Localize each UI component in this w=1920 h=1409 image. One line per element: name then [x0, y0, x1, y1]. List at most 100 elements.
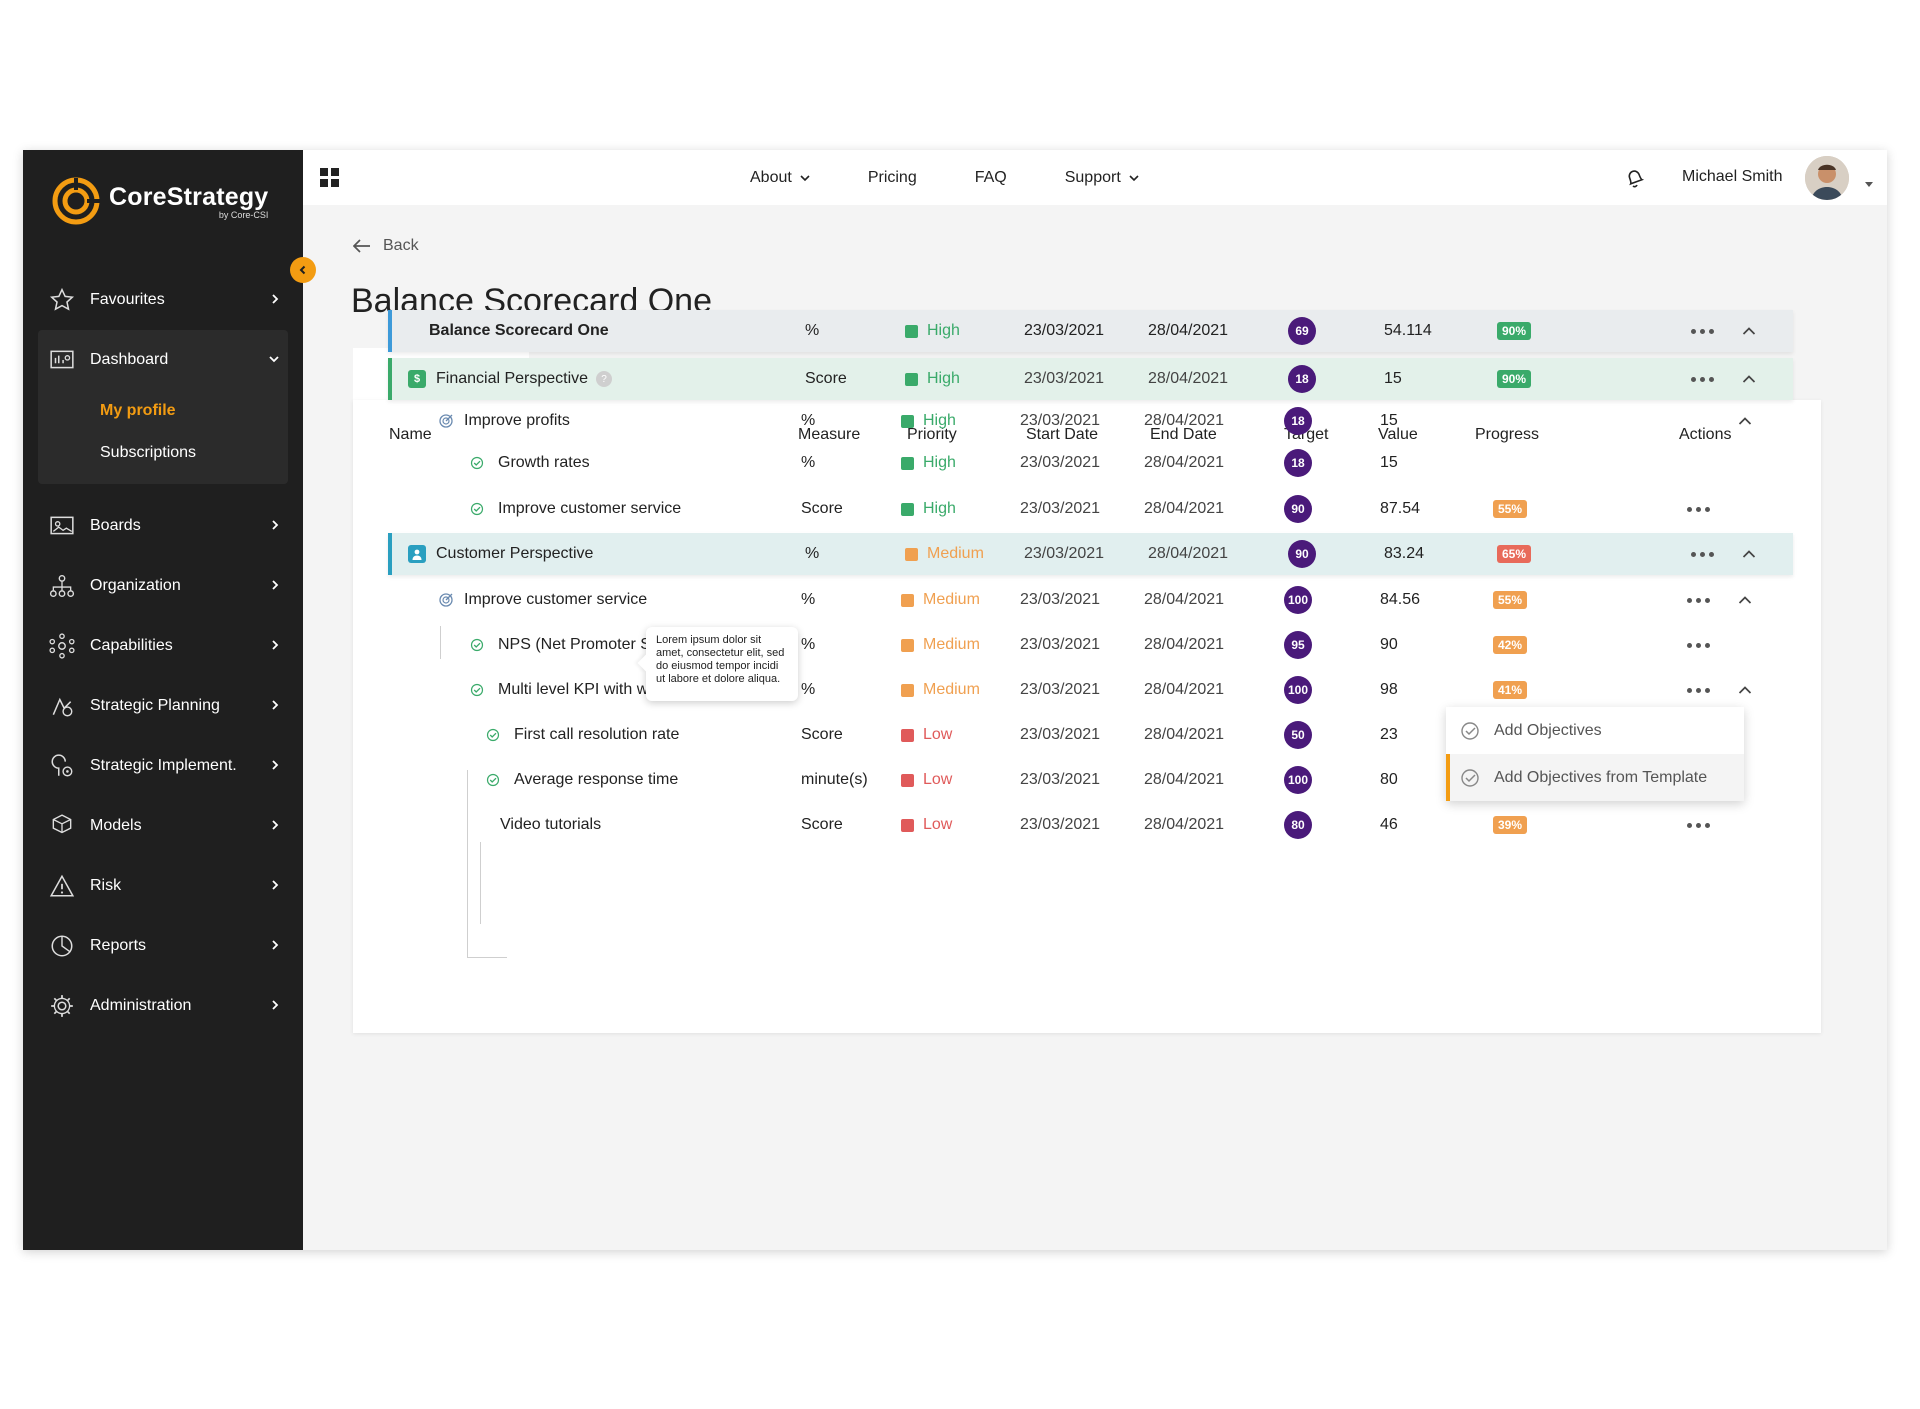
table-row[interactable]: Improve customer service Score High 23/03/2… [388, 488, 1793, 530]
row-collapse-toggle[interactable] [1742, 358, 1756, 400]
col-header-priority[interactable]: Priority [907, 426, 957, 443]
col-header-value[interactable]: Value [1378, 426, 1418, 443]
topnav-pricing[interactable]: Pricing [868, 169, 917, 187]
sidebar-item-strategic-planning[interactable]: Strategic Planning [38, 676, 288, 736]
priority-arrow-icon [901, 773, 914, 787]
row-actions-menu[interactable] [1687, 488, 1714, 530]
row-progress: 90% [1497, 310, 1532, 352]
sidebar-item-administration[interactable]: Administration [38, 976, 288, 1036]
topnav-about[interactable]: About [750, 169, 810, 187]
row-priority: High [901, 442, 956, 484]
row-end-date: 28/04/2021 [1144, 500, 1225, 517]
brand-byline: by Core-CSI [218, 209, 269, 220]
apps-grid-icon[interactable] [320, 168, 340, 193]
more-options-icon[interactable] [1687, 822, 1714, 828]
more-options-icon[interactable] [1687, 506, 1714, 512]
more-options-icon[interactable] [1687, 687, 1714, 693]
check-circle-icon [470, 683, 484, 697]
row-name-text: Customer Perspective [436, 545, 594, 562]
chevron-up-icon [1742, 327, 1756, 335]
row-end-date: 28/04/2021 [1144, 816, 1225, 833]
more-options-icon[interactable] [1687, 597, 1714, 603]
caret-down-icon[interactable] [1865, 175, 1873, 193]
table-row[interactable]: Growth rates% High 23/03/2021 28/04/2021 18 1… [388, 442, 1793, 484]
back-link[interactable]: Back [353, 237, 419, 255]
more-options-icon[interactable] [1691, 376, 1718, 382]
row-priority: Low [901, 804, 952, 846]
tree-connector [440, 626, 441, 659]
row-start-date: 23/03/2021 [1020, 816, 1101, 833]
priority-arrow-icon [905, 324, 918, 338]
priority-label: High [927, 370, 960, 387]
target-badge: 90 [1288, 540, 1316, 568]
topnav-support[interactable]: Support [1065, 169, 1139, 187]
sidebar-item-strategic-implement[interactable]: Strategic Implement. [38, 736, 288, 796]
notification-bell-icon[interactable] [1623, 166, 1647, 195]
collapse-sidebar-button[interactable] [290, 257, 316, 283]
sidebar-item-reports[interactable]: Reports [38, 916, 288, 976]
table-row[interactable]: Customer Perspective% Medium 23/03/2021 28/… [388, 533, 1793, 575]
row-start-date: 23/03/2021 [1020, 771, 1101, 788]
row-actions-menu[interactable] [1687, 804, 1714, 846]
chevron-up-icon [1738, 686, 1752, 694]
more-options-icon[interactable] [1691, 328, 1718, 334]
table-row[interactable]: NPS (Net Promoter Score)% Medium 23/03/202… [388, 624, 1793, 666]
check-circle-icon [470, 638, 484, 652]
sidebar-group-dashboard: Dashboard My profile Subscriptions [38, 330, 288, 484]
sidebar-item-dashboard[interactable]: Dashboard [38, 330, 288, 390]
sidebar-item-favourites[interactable]: Favourites [38, 270, 288, 330]
row-collapse-toggle[interactable] [1738, 400, 1752, 442]
target-badge: 80 [1284, 811, 1312, 839]
help-icon[interactable]: ? [596, 371, 613, 387]
progress-badge: 42% [1493, 636, 1528, 654]
col-header-measure[interactable]: Measure [798, 426, 861, 443]
row-name-text: Financial Perspective [436, 370, 589, 387]
avatar[interactable] [1805, 156, 1849, 200]
col-header-progress[interactable]: Progress [1475, 426, 1540, 443]
progress-badge: 55% [1493, 591, 1528, 609]
sidebar-item-risk[interactable]: Risk [38, 856, 288, 916]
user-name[interactable]: Michael Smith [1682, 168, 1783, 185]
sidebar-sub-my-profile[interactable]: My profile [100, 402, 176, 419]
table-row[interactable]: Video tutorials Score Low 23/03/2021 28/04/2… [388, 804, 1793, 846]
priority-label: Medium [923, 591, 980, 608]
table-row[interactable]: $ Financial Perspective? Score High 23/03/20… [388, 358, 1793, 400]
models-icon [48, 812, 76, 840]
row-actions-menu[interactable] [1691, 310, 1718, 352]
col-header-start-date[interactable]: Start Date [1026, 426, 1099, 443]
row-measure: % [805, 322, 820, 339]
topnav-faq[interactable]: FAQ [975, 169, 1007, 187]
col-header-name[interactable]: Name [389, 426, 432, 443]
sidebar-item-models[interactable]: Models [38, 796, 288, 856]
row-collapse-toggle[interactable] [1742, 533, 1756, 575]
table-row[interactable]: Multi level KPI with weights% Medium 23/03… [388, 669, 1793, 711]
row-actions-menu[interactable] [1687, 669, 1714, 711]
tree-connector [467, 957, 507, 958]
more-options-icon[interactable] [1687, 642, 1714, 648]
sidebar-item-boards[interactable]: Boards [38, 496, 288, 556]
sidebar-sub-subscriptions[interactable]: Subscriptions [100, 444, 197, 461]
sidebar-item-capabilities[interactable]: Capabilities [38, 616, 288, 676]
table-row[interactable]: Balance Scorecard One% High 23/03/2021 28/0… [388, 310, 1793, 352]
row-actions-menu[interactable] [1687, 624, 1714, 666]
row-measure: % [805, 545, 820, 562]
col-header-end-date[interactable]: End Date [1150, 426, 1217, 443]
row-actions-menu[interactable] [1691, 358, 1718, 400]
row-collapse-toggle[interactable] [1742, 310, 1756, 352]
sidebar-item-label: Dashboard [90, 351, 169, 368]
chevron-right-icon [270, 998, 280, 1017]
logo[interactable]: CoreStrategy by Core-CSI [51, 176, 268, 226]
row-actions-menu[interactable] [1687, 579, 1714, 621]
table-row[interactable]: Improve customer service% Medium 23/03/202… [388, 579, 1793, 621]
sidebar-item-organization[interactable]: Organization [38, 556, 288, 616]
row-measure: Score [805, 370, 847, 387]
row-name: Video tutorials [500, 804, 601, 846]
add-objectives-option[interactable]: Add Objectives [1446, 707, 1744, 754]
row-collapse-toggle[interactable] [1738, 669, 1752, 711]
table-row[interactable]: Improve profits% High 23/03/2021 28/04/2021… [388, 400, 1793, 442]
more-options-icon[interactable] [1691, 551, 1718, 557]
add-objectives-from-template-option[interactable]: Add Objectives from Template [1446, 754, 1744, 801]
row-collapse-toggle[interactable] [1738, 579, 1752, 621]
row-actions-menu[interactable] [1691, 533, 1718, 575]
tree-connector [467, 770, 468, 957]
